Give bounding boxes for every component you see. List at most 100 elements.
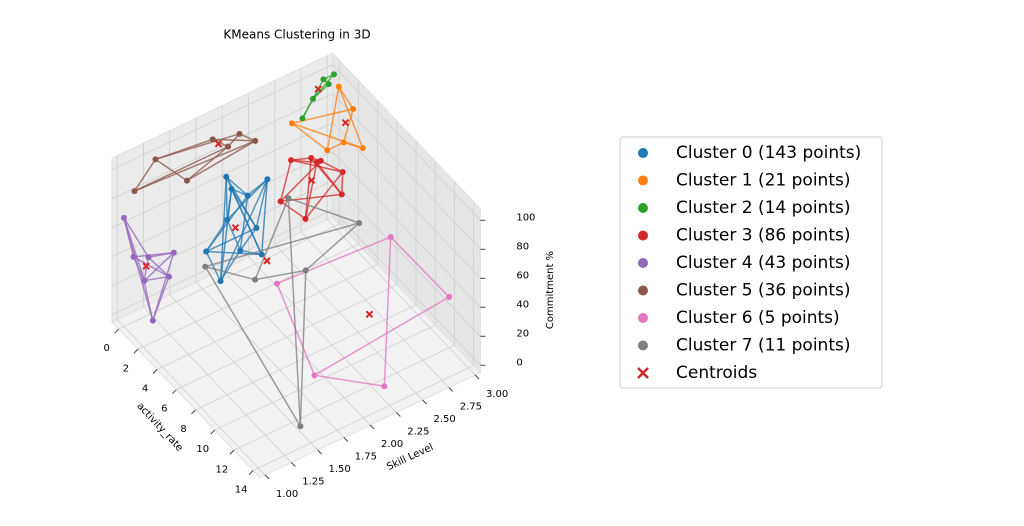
data-point [183, 177, 190, 184]
x-tick [152, 369, 158, 374]
data-point [302, 267, 309, 274]
grid-line [169, 130, 318, 451]
legend-label: Cluster 0 (143 points) [676, 143, 861, 163]
hull-edge [326, 86, 340, 151]
hull-edge [133, 251, 174, 258]
legend-marker [638, 340, 648, 351]
legend-label: Centroids [676, 363, 757, 383]
cluster [131, 130, 259, 195]
data-point [273, 280, 280, 287]
hull-edge [279, 159, 292, 202]
hull-edge [186, 140, 256, 182]
data-point [285, 195, 292, 202]
legend-marker [637, 367, 649, 379]
hull-edge [205, 227, 257, 253]
hull-edge [287, 198, 302, 427]
z-tick-label: 40 [516, 299, 529, 310]
hull-edge [280, 193, 342, 203]
y-tick-label: 3.00 [486, 389, 508, 400]
y-tick-label: 2.50 [433, 414, 455, 425]
hull-edge [314, 374, 385, 387]
data-point [330, 71, 337, 78]
data-point [170, 249, 177, 256]
hull-edge [226, 188, 233, 220]
grid-line [111, 151, 481, 308]
hull-edge [304, 157, 312, 219]
hull-edge [255, 179, 269, 229]
hull-edge [305, 222, 360, 271]
legend-marker [638, 148, 648, 158]
x-tick-label: 8 [180, 424, 186, 435]
hull-edge [288, 197, 360, 224]
hull-edge [144, 252, 175, 282]
legend-label: Cluster 2 (14 points) [676, 198, 850, 218]
hull-edge [280, 200, 306, 220]
hull-edge [304, 162, 318, 219]
data-point [311, 372, 318, 379]
hull-edge [276, 236, 391, 285]
data-point [340, 139, 347, 146]
data-point [217, 278, 224, 285]
y-tick-label: 1.50 [328, 464, 350, 475]
data-point [317, 157, 324, 164]
data-point [202, 263, 209, 270]
x-tick [191, 409, 196, 415]
x-axis-label: activity_rate [134, 401, 184, 454]
cluster [277, 155, 346, 222]
y-tick-label: 1.00 [276, 489, 298, 500]
z-axis-label: Commitment % [545, 251, 556, 329]
x-tick [114, 328, 120, 334]
data-point [299, 115, 306, 122]
legend-marker [638, 175, 648, 186]
z-tick-label: 0 [516, 357, 522, 368]
hull-edge [260, 179, 269, 255]
hull-edge [219, 249, 241, 282]
centroid [307, 176, 316, 184]
z-tick-label: 80 [516, 241, 529, 252]
data-point [252, 137, 259, 144]
cluster [120, 214, 177, 324]
centroid [341, 118, 350, 127]
grid-line [156, 100, 379, 370]
hull-edge [134, 145, 229, 192]
x-tick-label: 4 [142, 383, 148, 394]
legend-label: Cluster 1 (21 points) [676, 171, 850, 191]
hull-edge [240, 249, 262, 256]
y-tick-label: 2.00 [381, 439, 403, 450]
grid-line [111, 93, 481, 250]
y-tick [448, 387, 454, 392]
hull-edge [143, 280, 154, 321]
hull-edge [338, 86, 354, 110]
y-tick-label: 1.25 [302, 477, 324, 488]
data-point [131, 188, 138, 195]
data-point [237, 247, 244, 254]
grid-line [116, 155, 266, 476]
hull-edge [134, 140, 256, 192]
data-point [359, 145, 366, 152]
y-tick-label: 2.25 [407, 427, 429, 438]
data-point [277, 198, 284, 205]
hull-edge [219, 178, 269, 282]
hull-edge [343, 141, 363, 149]
y-tick [290, 462, 296, 467]
data-point [356, 220, 363, 227]
hull-edge [123, 217, 146, 281]
data-point [309, 95, 316, 102]
grid-line [252, 201, 475, 471]
data-point [335, 83, 342, 90]
hull-edge [225, 176, 249, 197]
data-point [236, 130, 243, 137]
legend-marker [638, 285, 648, 296]
data-point [244, 192, 251, 199]
data-point [387, 234, 394, 241]
data-point [339, 169, 346, 176]
data-point [288, 120, 295, 127]
hull-edge [133, 256, 170, 278]
data-point [130, 253, 137, 260]
data-point [224, 216, 231, 223]
x-tick-label: 6 [161, 404, 167, 415]
data-point [288, 157, 295, 164]
legend-label: Cluster 3 (86 points) [676, 226, 850, 246]
